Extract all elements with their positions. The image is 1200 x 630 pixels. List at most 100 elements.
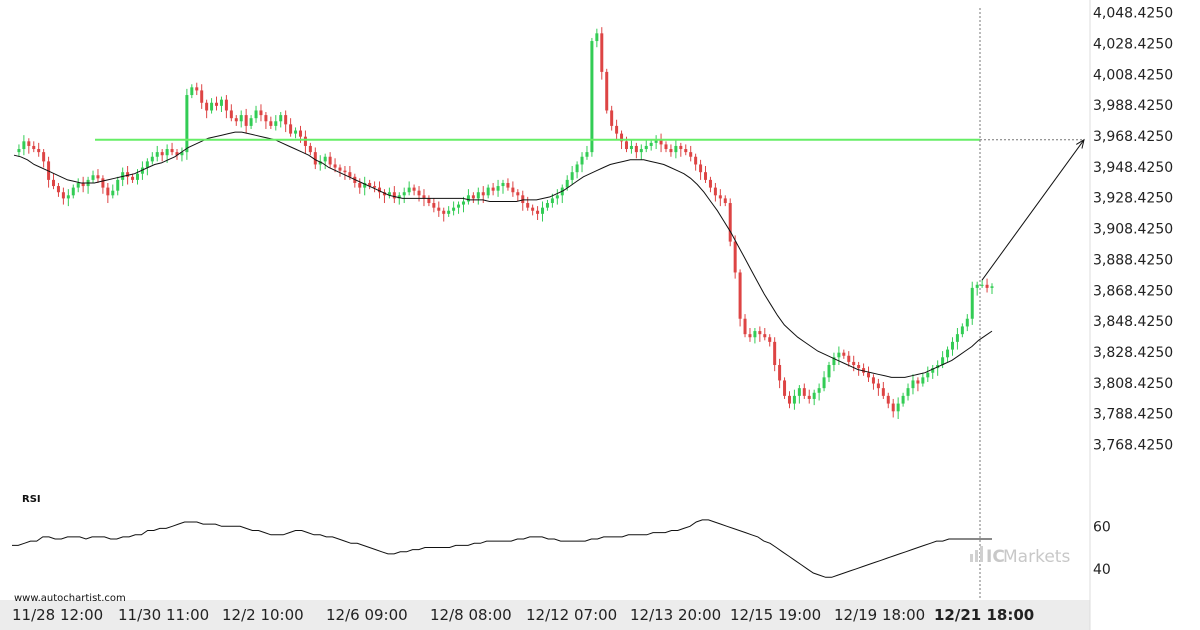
candle-body: [911, 380, 915, 389]
candle-body: [343, 170, 347, 173]
candle-body: [76, 182, 80, 188]
candle-body: [155, 152, 159, 157]
candle-body: [298, 130, 302, 137]
candle-body: [71, 187, 75, 196]
candle-body: [694, 156, 698, 165]
candle-body: [748, 334, 752, 338]
candle-body: [565, 179, 569, 188]
candle-body: [244, 115, 248, 126]
y-axis-panel: [1090, 0, 1200, 630]
candle-body: [980, 284, 984, 286]
candle-body: [950, 341, 954, 350]
y-tick-label: 4,008.4250: [1093, 67, 1173, 83]
x-tick-label: 12/19 18:00: [834, 606, 925, 624]
candles: [17, 27, 994, 420]
candle-body: [541, 207, 545, 214]
candle-body: [516, 192, 520, 196]
candle-body: [160, 152, 164, 156]
y-tick-label: 4,028.4250: [1093, 36, 1173, 52]
candle-body: [333, 164, 337, 168]
watermark-text: www.autochartist.com: [14, 593, 126, 604]
candle-body: [886, 395, 890, 404]
forecast-arrow: [981, 139, 1085, 281]
candle-body: [812, 392, 816, 399]
candle-body: [615, 125, 619, 134]
candle-body: [190, 87, 194, 96]
candle-body: [284, 115, 288, 125]
candle-body: [259, 110, 263, 116]
candle-body: [590, 41, 594, 153]
candle-body: [610, 110, 614, 126]
candle-body: [338, 167, 342, 171]
candle-body: [555, 195, 559, 199]
candle-body: [37, 149, 41, 153]
x-tick-label: 11/28 12:00: [12, 606, 103, 624]
candle-body: [219, 99, 223, 106]
candle-body: [837, 352, 841, 358]
rsi-label: RSI: [22, 494, 41, 505]
candle-body: [857, 365, 861, 369]
rsi-panel: 60 40: [12, 519, 1111, 578]
rsi-tick-label: 40: [1093, 562, 1111, 578]
y-tick-label: 3,828.4250: [1093, 345, 1173, 361]
x-tick-label: 12/8 08:00: [430, 606, 512, 624]
candle-body: [412, 187, 416, 191]
candle-body: [200, 90, 204, 103]
moving-average-line: [13, 131, 993, 378]
candle-body: [373, 186, 377, 188]
y-tick-label: 3,948.4250: [1093, 160, 1173, 176]
candle-body: [447, 210, 451, 214]
forecast-arrowhead: [1076, 138, 1085, 149]
x-tick-label: 12/6 09:00: [326, 606, 408, 624]
candle-body: [274, 121, 278, 126]
candle-body: [926, 372, 930, 378]
candle-body: [580, 156, 584, 165]
candle-body: [417, 190, 421, 196]
candle-body: [180, 152, 184, 156]
candle-body: [728, 203, 732, 242]
y-tick-label: 3,988.4250: [1093, 98, 1173, 114]
candle-body: [402, 192, 406, 196]
candle-body: [150, 156, 154, 162]
y-axis-ticks: 4,048.4250 4,028.4250 4,008.4250 3,988.4250…: [1093, 6, 1173, 454]
candle-body: [738, 272, 742, 319]
x-tick-label: 12/13 20:00: [630, 606, 721, 624]
rsi-tick-label: 60: [1093, 519, 1111, 535]
candle-body: [901, 395, 905, 404]
candle-body: [32, 145, 36, 150]
candle-body: [170, 149, 174, 153]
candle-body: [802, 388, 806, 396]
candle-body: [378, 187, 382, 193]
y-tick-label: 3,928.4250: [1093, 191, 1173, 207]
candle-body: [96, 175, 100, 179]
y-tick-label: 4,048.4250: [1093, 6, 1173, 22]
y-tick-label: 3,888.4250: [1093, 252, 1173, 268]
candle-body: [768, 337, 772, 342]
candle-body: [66, 195, 70, 199]
candle-body: [501, 182, 505, 187]
candle-body: [175, 152, 179, 156]
candle-body: [679, 145, 683, 150]
candle-body: [713, 187, 717, 196]
y-tick-label: 3,968.4250: [1093, 129, 1173, 145]
y-tick-label: 3,788.4250: [1093, 407, 1173, 423]
candle-body: [397, 195, 401, 199]
candle-body: [111, 190, 115, 196]
candle-body: [985, 284, 989, 288]
candle-body: [91, 175, 95, 180]
overlays: [13, 8, 1085, 600]
candle-body: [960, 326, 964, 335]
candle-body: [239, 115, 243, 122]
y-tick-label: 3,808.4250: [1093, 376, 1173, 392]
candle-body: [358, 182, 362, 188]
candle-body: [521, 195, 525, 204]
candle-body: [743, 318, 747, 335]
candle-body: [595, 33, 599, 42]
candle-body: [827, 365, 831, 378]
candle-body: [787, 395, 791, 404]
candle-body: [392, 192, 396, 199]
candle-body: [328, 156, 332, 165]
candle-body: [862, 368, 866, 373]
candle-body: [753, 331, 757, 338]
candle-body: [135, 173, 139, 180]
